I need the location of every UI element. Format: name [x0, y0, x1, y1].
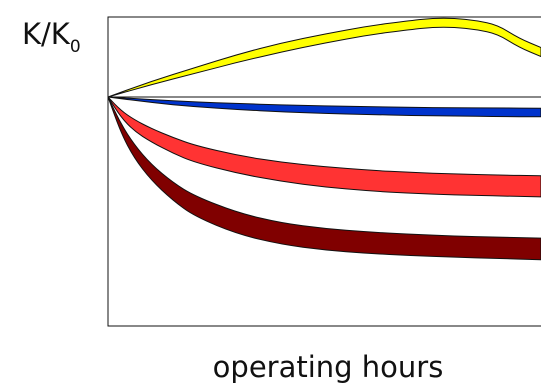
series-band-1	[107, 17, 541, 98]
series-band-4	[107, 96, 541, 261]
y-axis-label-main: K/K	[22, 17, 71, 51]
series-band-3	[107, 96, 541, 198]
y-axis-label-subscript: 0	[70, 37, 81, 57]
series-bands	[107, 17, 541, 261]
x-axis-label: operating hours	[213, 350, 444, 384]
y-axis-label: K/K0	[22, 17, 81, 57]
series-band-2	[107, 96, 541, 118]
